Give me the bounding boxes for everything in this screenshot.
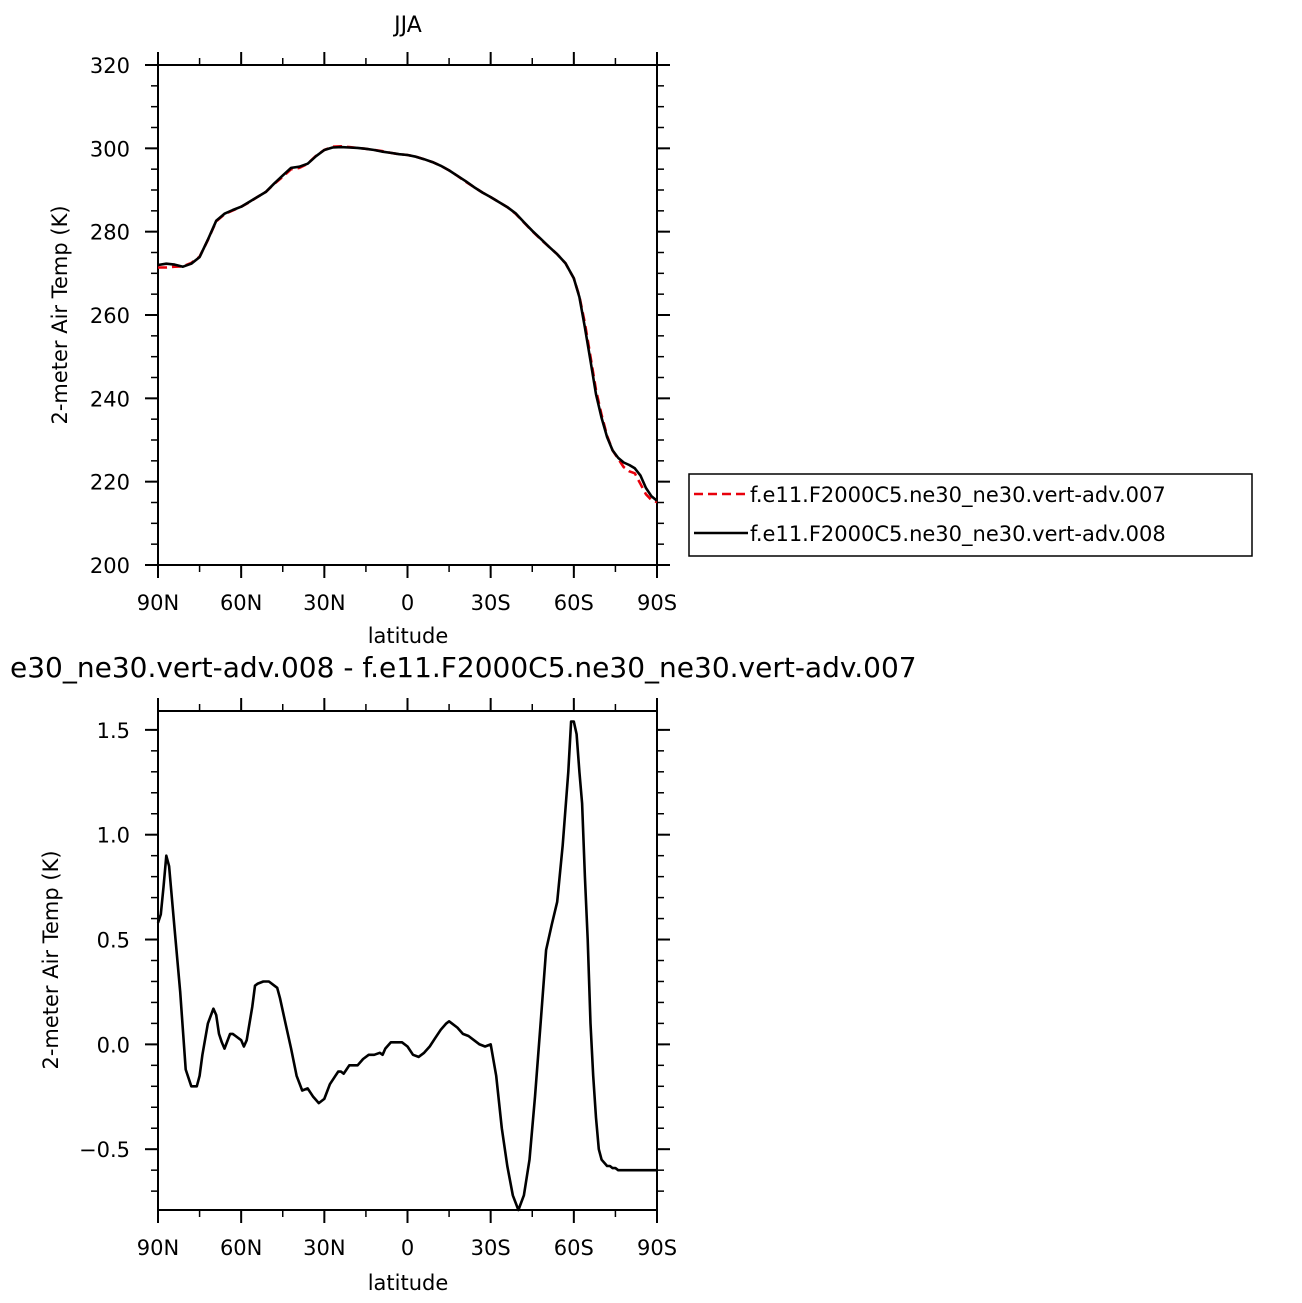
y-tick-label: 200: [90, 554, 130, 578]
bottom-chart-panel: e30_ne30.vert-adv.008 - f.e11.F2000C5.ne…: [10, 651, 917, 1295]
top-series-line-0: [158, 145, 658, 504]
bottom-plot-frame: [157, 710, 658, 1211]
legend: f.e11.F2000C5.ne30_ne30.vert-adv.007 f.e…: [688, 473, 1253, 557]
legend-box: [688, 473, 1253, 557]
legend-label-series-007: f.e11.F2000C5.ne30_ne30.vert-adv.007: [750, 483, 1166, 508]
bottom-chart-title: e30_ne30.vert-adv.008 - f.e11.F2000C5.ne…: [10, 651, 917, 684]
top-series-group: [157, 145, 658, 504]
x-tick-label: 60N: [220, 591, 262, 615]
x-tick-label: 30N: [303, 591, 345, 615]
x-tick-label: 30N: [303, 1236, 345, 1260]
x-tick-label: 0: [401, 591, 414, 615]
top-chart-title: JJA: [392, 13, 422, 38]
bottom-x-axis-label: latitude: [368, 1271, 449, 1295]
x-tick-label: 90N: [137, 591, 179, 615]
x-tick-label: 30S: [471, 591, 511, 615]
top-x-axis-label: latitude: [368, 624, 449, 648]
bottom-axis-ticks: [145, 698, 670, 1223]
y-tick-label: 1.5: [97, 719, 130, 743]
x-tick-label: 60S: [554, 1236, 594, 1260]
top-axis-ticks: [145, 52, 670, 578]
top-x-tick-labels: 90N 60N 30N 0 30S 60S 90S: [137, 591, 677, 615]
bot-series-line-0: [156, 720, 657, 1212]
y-tick-label: 220: [90, 471, 130, 495]
y-tick-label: 260: [90, 304, 130, 328]
top-y-axis-label: 2-meter Air Temp (K): [48, 205, 72, 424]
y-tick-label: 280: [90, 221, 130, 245]
x-tick-label: 90S: [637, 1236, 677, 1260]
bottom-y-tick-labels: −0.5 0.0 0.5 1.0 1.5: [79, 719, 130, 1162]
bottom-series-group: [156, 720, 657, 1212]
y-tick-label: 300: [90, 137, 130, 161]
top-chart-panel: JJA 90N 60N 30N 0 30S 60S 90S 200 220 240 260 280 3…: [48, 13, 1253, 648]
bottom-x-tick-labels: 90N 60N 30N 0 30S 60S 90S: [137, 1236, 677, 1260]
top-series-line-1: [157, 145, 658, 502]
bottom-y-axis-label: 2-meter Air Temp (K): [39, 850, 63, 1069]
top-y-tick-labels: 200 220 240 260 280 300 320: [90, 54, 130, 578]
legend-label-series-008: f.e11.F2000C5.ne30_ne30.vert-adv.008: [750, 522, 1166, 547]
y-tick-label: −0.5: [79, 1138, 130, 1162]
y-tick-label: 240: [90, 387, 130, 411]
y-tick-label: 0.5: [97, 929, 130, 953]
y-tick-label: 320: [90, 54, 130, 78]
y-tick-label: 1.0: [97, 824, 130, 848]
x-tick-label: 60N: [220, 1236, 262, 1260]
y-tick-label: 0.0: [97, 1033, 130, 1057]
x-tick-label: 30S: [471, 1236, 511, 1260]
x-tick-label: 90S: [637, 591, 677, 615]
x-tick-label: 0: [401, 1236, 414, 1260]
x-tick-label: 60S: [554, 591, 594, 615]
x-tick-label: 90N: [137, 1236, 179, 1260]
